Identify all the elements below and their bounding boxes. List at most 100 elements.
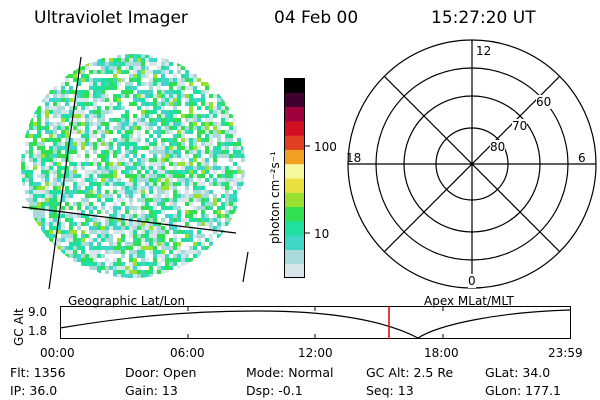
uv-pixel [81, 114, 85, 118]
uv-pixel [73, 234, 77, 238]
uv-pixel [89, 146, 93, 150]
uv-pixel [205, 178, 209, 182]
uv-pixel [145, 70, 149, 74]
uv-pixel [41, 202, 45, 206]
uv-pixel [137, 66, 141, 70]
uv-pixel [109, 262, 113, 266]
uv-pixel [197, 114, 201, 118]
uv-pixel [89, 258, 93, 262]
uv-pixel [61, 90, 65, 94]
uv-pixel [225, 138, 229, 142]
uv-pixel [101, 234, 105, 238]
uv-pixel [105, 162, 109, 166]
uv-pixel [173, 142, 177, 146]
uv-pixel [165, 118, 169, 122]
uv-pixel [49, 162, 53, 166]
uv-pixel [141, 174, 145, 178]
uv-pixel [221, 222, 225, 226]
uv-pixel [181, 254, 185, 258]
uv-pixel [141, 62, 145, 66]
uv-pixel [97, 86, 101, 90]
uv-pixel [37, 186, 41, 190]
uv-pixel [125, 94, 129, 98]
uv-pixel [93, 62, 97, 66]
uv-pixel [105, 190, 109, 194]
uv-pixel [201, 182, 205, 186]
uv-pixel [149, 186, 153, 190]
uv-pixel [57, 226, 61, 230]
uv-pixel [157, 162, 161, 166]
uv-pixel [129, 82, 133, 86]
uv-pixel [141, 230, 145, 234]
uv-pixel [173, 154, 177, 158]
uv-pixel [213, 94, 217, 98]
uv-pixel [185, 170, 189, 174]
uv-pixel [37, 110, 41, 114]
uv-pixel [201, 82, 205, 86]
uv-pixel [97, 114, 101, 118]
uv-pixel [233, 154, 237, 158]
uv-pixel [85, 174, 89, 178]
uv-pixel [145, 106, 149, 110]
uv-pixel [105, 62, 109, 66]
uv-pixel [65, 146, 69, 150]
uv-pixel [81, 230, 85, 234]
uv-pixel [57, 166, 61, 170]
uv-pixel [65, 230, 69, 234]
uv-pixel [241, 182, 245, 186]
uv-pixel [145, 98, 149, 102]
uv-pixel [37, 162, 41, 166]
uv-pixel [189, 94, 193, 98]
uv-pixel [117, 54, 121, 58]
uv-pixel [141, 210, 145, 214]
uv-pixel [61, 206, 65, 210]
uv-pixel [157, 166, 161, 170]
uv-pixel [69, 110, 73, 114]
uv-pixel [69, 170, 73, 174]
uv-pixel [201, 166, 205, 170]
uv-pixel [185, 202, 189, 206]
uv-pixel [113, 242, 117, 246]
uv-pixel [49, 190, 53, 194]
uv-pixel [93, 142, 97, 146]
uv-pixel [209, 138, 213, 142]
uv-pixel [141, 166, 145, 170]
uv-pixel [229, 178, 233, 182]
uv-pixel [189, 178, 193, 182]
uv-pixel [113, 166, 117, 170]
uv-pixel [229, 154, 233, 158]
uv-pixel [213, 130, 217, 134]
uv-pixel [221, 114, 225, 118]
uv-pixel [209, 218, 213, 222]
uv-pixel [177, 150, 181, 154]
timeline-right-label: Apex MLat/MLT [424, 294, 514, 308]
uv-pixel [137, 78, 141, 82]
uv-pixel [57, 102, 61, 106]
uv-pixel [205, 90, 209, 94]
uv-pixel [65, 82, 69, 86]
uv-pixel [61, 222, 65, 226]
uv-pixel [97, 118, 101, 122]
uv-pixel [137, 170, 141, 174]
uv-pixel [129, 226, 133, 230]
uv-pixel [133, 222, 137, 226]
uv-pixel [81, 130, 85, 134]
uv-pixel [169, 122, 173, 126]
uv-pixel [137, 266, 141, 270]
uv-pixel [153, 198, 157, 202]
uv-pixel [169, 222, 173, 226]
uv-pixel [97, 262, 101, 266]
uv-pixel [101, 98, 105, 102]
uv-pixel [201, 126, 205, 130]
uv-pixel [97, 254, 101, 258]
uv-pixel [193, 170, 197, 174]
uv-pixel [153, 170, 157, 174]
uv-pixel [169, 226, 173, 230]
uv-pixel [213, 178, 217, 182]
uv-pixel [121, 58, 125, 62]
uv-pixel [213, 218, 217, 222]
uv-pixel [73, 190, 77, 194]
uv-pixel [133, 190, 137, 194]
uv-pixel [133, 250, 137, 254]
